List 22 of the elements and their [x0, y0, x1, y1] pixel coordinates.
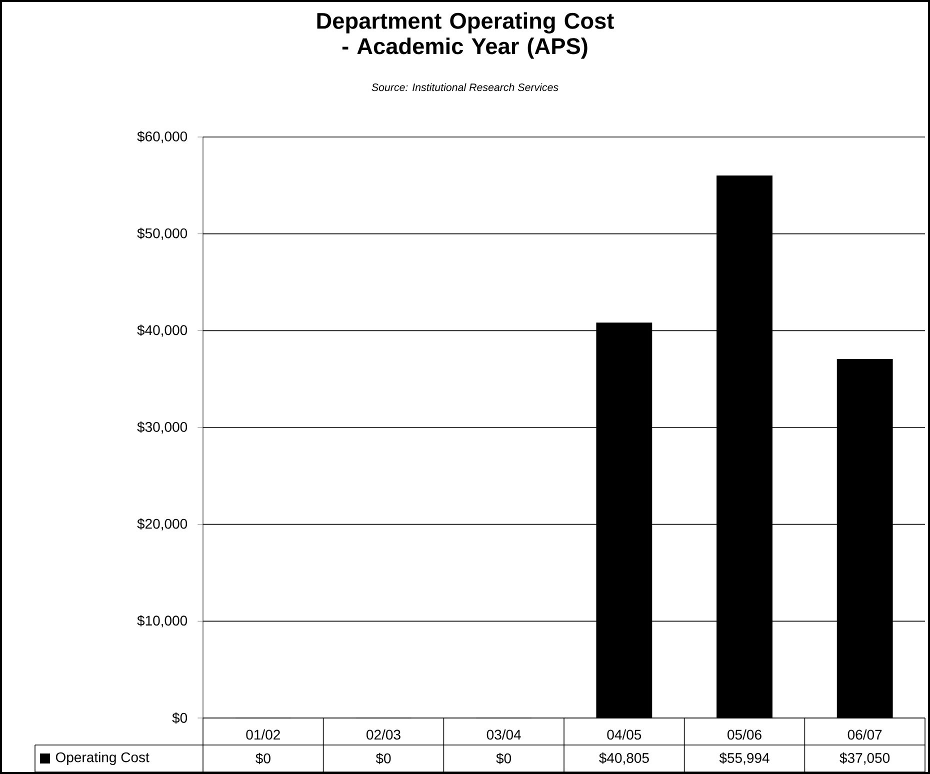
- chart-subtitle: Source: Institutional Research Services: [372, 83, 558, 92]
- chart-title: Department Operating Cost - Academic Year (APS): [317, 12, 614, 59]
- y-tick-label: $20,000: [137, 518, 188, 530]
- y-tick-label: $0: [172, 712, 188, 724]
- data-label: $55,994: [719, 752, 770, 765]
- y-tick-label: $10,000: [137, 615, 188, 628]
- x-tick-label: 05/06: [728, 729, 762, 740]
- data-label: $40,805: [599, 752, 649, 765]
- data-label: $0: [256, 752, 270, 764]
- x-tick-label: 02/03: [366, 729, 400, 740]
- y-tick-label: $50,000: [137, 228, 188, 240]
- data-label: $37,050: [840, 752, 890, 765]
- y-tick-label: $60,000: [137, 130, 188, 144]
- x-tick-label: 06/07: [848, 729, 882, 740]
- y-tick-label: $40,000: [137, 324, 188, 337]
- data-label: $0: [376, 752, 391, 764]
- x-tick-label: 01/02: [246, 729, 280, 740]
- x-tick-label: 04/05: [607, 729, 642, 740]
- x-tick-label: 03/04: [486, 729, 521, 740]
- legend-label: Operating Cost: [56, 752, 150, 766]
- y-tick-label: $30,000: [137, 421, 188, 434]
- data-label: $0: [496, 752, 512, 764]
